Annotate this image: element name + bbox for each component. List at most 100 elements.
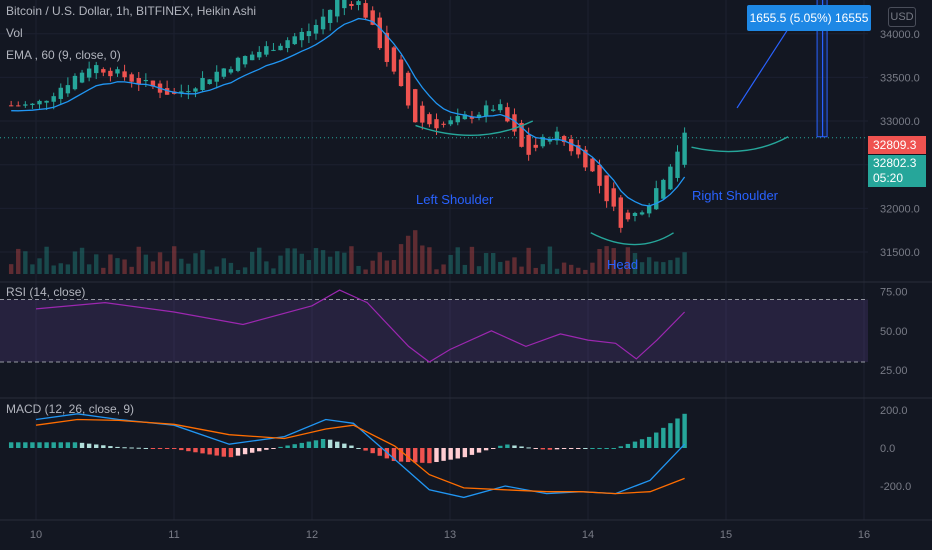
candle-body [129,74,134,82]
macd-pane [8,413,687,499]
macd-histogram-bar [51,442,56,448]
macd-tick-label: 200.0 [880,405,908,417]
macd-histogram-bar [207,448,212,455]
candle-body [434,119,439,129]
macd-histogram-bar [44,442,49,448]
macd-histogram-bar [65,442,71,448]
head-curve [590,232,674,246]
price-tick-label: 33500.0 [880,72,920,84]
macd-histogram-bar [136,447,141,449]
currency-button[interactable]: USD [888,7,916,27]
macd-histogram-bar [576,448,581,449]
measure-range [816,0,828,138]
macd-histogram-bar [292,444,297,448]
volume-bar [540,264,546,274]
volume-bar [200,250,205,274]
macd-histogram-bar [420,448,425,463]
candle-body [597,164,602,186]
macd-histogram-bar [682,413,687,448]
macd-histogram-bar [320,439,326,448]
macd-histogram-bar [668,423,673,448]
volume-bar [58,263,63,274]
volume-bar [561,262,567,274]
macd-histogram-bar [448,448,453,460]
macd-legend[interactable]: MACD (12, 26, close, 9) [6,402,135,416]
volume-bar [193,253,198,274]
volume-bar [30,264,35,274]
candle-body [16,105,21,107]
volume-bar [405,235,411,274]
macd-histogram-bar [242,448,248,455]
volume-bar [320,250,326,274]
macd-histogram-bar [483,448,489,451]
signal-line [35,418,685,495]
volume-legend[interactable]: Vol [6,26,23,40]
macd-tick-label: -200.0 [880,481,911,493]
candle-body [200,78,205,91]
volume-bar [86,264,92,274]
rsi-line [35,289,686,363]
volume-bar [413,230,418,274]
candle-body [30,103,35,106]
macd-histogram-bar [299,442,305,448]
volume-bar [207,269,212,274]
left-shoulder-curve [415,120,534,136]
macd-histogram-bar [554,448,560,450]
candle-body [186,91,191,93]
volume-bar [122,259,127,274]
candle-body [639,212,645,215]
volume-bar [604,246,609,274]
volume-bar [476,266,482,274]
price-tick-label: 33000.0 [880,116,920,128]
macd-histogram-bar [476,448,482,453]
candle-body [72,75,78,90]
macd-histogram-bar [434,448,439,463]
macd-histogram-bar [533,448,538,449]
candle-body [44,100,49,103]
candle-body [23,104,28,106]
macd-histogram-bar [661,427,666,448]
macd-histogram-bar [278,446,283,448]
candle-body [58,87,63,99]
volume-bar [94,254,99,274]
candle-body [214,71,219,82]
symbol-legend[interactable]: Bitcoin / U.S. Dollar, 1h, BITFINEX, Hei… [6,4,257,18]
volume-bar [306,260,312,274]
x-tick-label: 10 [30,529,42,541]
macd-histogram-bar [583,448,588,449]
macd-histogram-bar [172,448,177,449]
measure-label[interactable]: 1655.5 (5.05%) 16555 [747,5,871,31]
volume-bar [675,257,680,274]
macd-histogram-bar [632,441,638,448]
volume-bar [597,249,602,274]
macd-histogram-bar [327,439,333,448]
macd-histogram-bar [519,446,524,448]
candle-body [413,89,418,123]
candle-body [448,120,453,125]
macd-histogram-bar [498,445,503,448]
macd-histogram-bar [349,445,354,448]
candle-body [164,88,170,95]
volume-bar [349,246,354,274]
candle-body [370,10,375,25]
price-tick-label: 31500.0 [880,247,920,259]
rsi-tick-label: 50.00 [880,326,908,338]
candle-body [306,31,312,37]
volume-bar [214,266,219,274]
candle-body [483,105,489,117]
volume-bar [646,257,652,274]
candle-body [604,175,609,202]
candle-body [122,71,127,78]
candle-body [271,49,276,51]
macd-histogram-bar [285,445,290,448]
volume-bar [292,248,297,274]
macd-histogram-bar [86,443,92,448]
candle-body [512,114,517,132]
macd-histogram-bar [179,448,184,451]
macd-histogram-bar [462,448,468,458]
rsi-legend[interactable]: RSI (14, close) [6,285,86,299]
volume-bar [44,246,49,274]
ema-legend[interactable]: EMA , 60 (9, close, 0) [6,48,121,62]
volume-bar [526,247,531,274]
